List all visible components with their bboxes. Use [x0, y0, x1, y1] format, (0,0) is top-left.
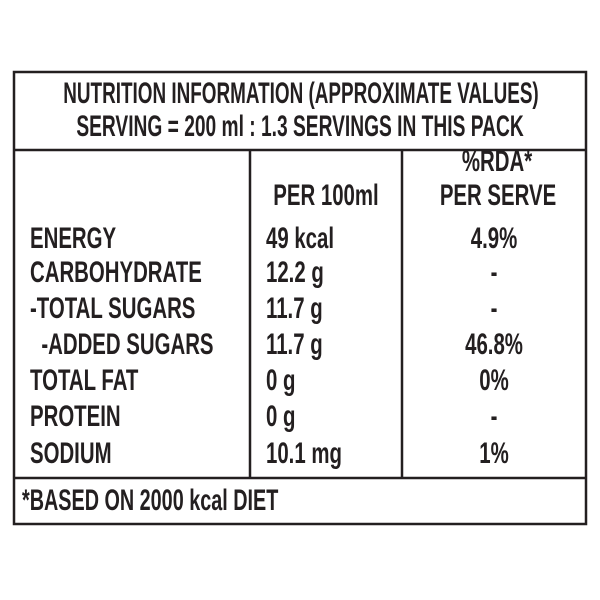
rda-value: - — [491, 256, 498, 289]
per-100ml-value: 11.7 g — [266, 328, 323, 361]
outer-border — [12, 70, 588, 526]
rda-value: 4.9% — [471, 222, 518, 255]
per-100ml-value: 12.2 g — [266, 256, 324, 289]
rda-value: 46.8% — [465, 328, 523, 361]
per-100ml-value: 10.1 mg — [266, 437, 342, 470]
rda-value: - — [491, 400, 498, 433]
footnote: *BASED ON 2000 kcal DIET — [22, 484, 279, 517]
rda-value: 1% — [479, 437, 509, 470]
nutrient-name: SODIUM — [30, 437, 112, 470]
serving-info: SERVING = 200 ml : 1.3 SERVINGS IN THIS … — [76, 110, 523, 143]
per-100ml-value: 0 g — [266, 400, 295, 433]
per-100ml-value: 0 g — [266, 364, 295, 397]
per-100ml-value: 11.7 g — [266, 292, 323, 325]
rda-value: - — [491, 292, 498, 325]
rda-value: 0% — [479, 364, 509, 397]
per-100ml-value: 49 kcal — [266, 222, 334, 255]
nutrient-name: PROTEIN — [30, 400, 121, 433]
nutrient-name: -TOTAL SUGARS — [30, 292, 195, 325]
column-header: %RDA* — [462, 145, 532, 178]
nutrient-name: CARBOHYDRATE — [30, 256, 202, 289]
nutrient-name: TOTAL FAT — [30, 364, 139, 397]
column-header: PER 100ml — [273, 179, 378, 212]
nutrient-name: -ADDED SUGARS — [30, 328, 214, 361]
column-header: PER SERVE — [440, 179, 556, 212]
nutrient-name: ENERGY — [30, 222, 116, 255]
title: NUTRITION INFORMATION (APPROXIMATE VALUE… — [63, 77, 538, 111]
